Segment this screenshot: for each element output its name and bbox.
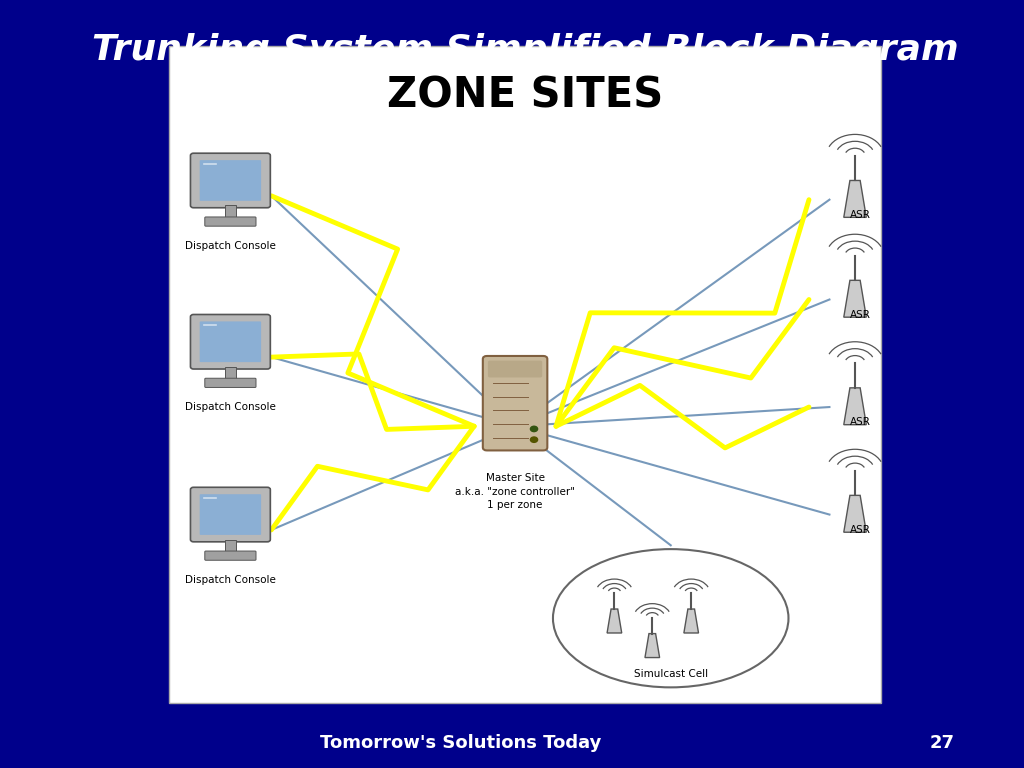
Polygon shape xyxy=(844,280,866,317)
Text: Dispatch Console: Dispatch Console xyxy=(185,574,275,585)
Text: Simulcast Cell: Simulcast Cell xyxy=(634,668,708,679)
Text: 27: 27 xyxy=(930,734,954,753)
Polygon shape xyxy=(844,180,866,217)
FancyBboxPatch shape xyxy=(483,356,547,450)
Text: ASR: ASR xyxy=(850,417,870,428)
Text: ASR: ASR xyxy=(850,525,870,535)
Circle shape xyxy=(530,437,538,442)
Polygon shape xyxy=(645,634,659,657)
FancyBboxPatch shape xyxy=(205,551,256,561)
Text: Tomorrow's Solutions Today: Tomorrow's Solutions Today xyxy=(321,734,601,753)
FancyBboxPatch shape xyxy=(225,539,236,551)
FancyBboxPatch shape xyxy=(190,488,270,542)
FancyBboxPatch shape xyxy=(200,321,261,362)
FancyBboxPatch shape xyxy=(225,205,236,218)
Text: ZONE SITES: ZONE SITES xyxy=(387,75,664,117)
FancyBboxPatch shape xyxy=(487,361,543,378)
Text: Trunking System Simplified Block Diagram: Trunking System Simplified Block Diagram xyxy=(92,33,958,67)
Polygon shape xyxy=(607,609,622,633)
Text: Dispatch Console: Dispatch Console xyxy=(185,402,275,412)
Text: Dispatch Console: Dispatch Console xyxy=(185,240,275,251)
FancyBboxPatch shape xyxy=(169,46,881,703)
FancyBboxPatch shape xyxy=(225,366,236,379)
FancyBboxPatch shape xyxy=(200,495,261,535)
FancyBboxPatch shape xyxy=(200,160,261,201)
Circle shape xyxy=(530,426,538,432)
Text: ASR: ASR xyxy=(850,210,870,220)
Text: Master Site
a.k.a. "zone controller"
1 per zone: Master Site a.k.a. "zone controller" 1 p… xyxy=(455,473,575,510)
Polygon shape xyxy=(844,495,866,532)
Text: ASR: ASR xyxy=(850,310,870,320)
Polygon shape xyxy=(684,609,698,633)
FancyBboxPatch shape xyxy=(190,154,270,207)
FancyBboxPatch shape xyxy=(190,315,270,369)
Ellipse shape xyxy=(553,549,788,687)
FancyBboxPatch shape xyxy=(205,217,256,226)
Polygon shape xyxy=(844,388,866,425)
FancyBboxPatch shape xyxy=(205,378,256,387)
